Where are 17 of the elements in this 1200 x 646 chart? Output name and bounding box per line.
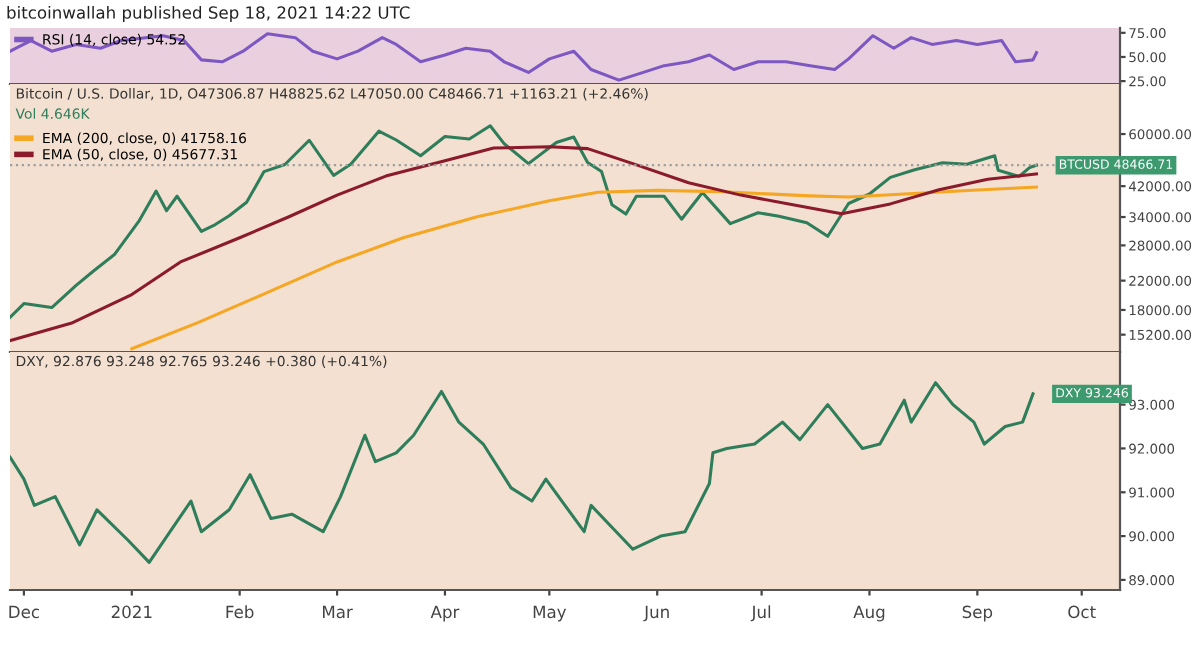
x-tick-label: May <box>533 605 567 622</box>
x-tick-label: Jun <box>643 605 669 622</box>
line-series <box>10 381 1035 564</box>
chart-title: bitcoinwallah published Sep 18, 2021 14:22 UTC <box>7 5 410 23</box>
x-tick-label: Mar <box>323 605 353 619</box>
x-tick-label: Sep <box>962 605 993 622</box>
x-tick-label: Apr <box>430 605 460 622</box>
x-tick-label: Dec <box>9 605 40 619</box>
x-tick-label: Feb <box>226 605 254 619</box>
x-tick-label: Aug <box>853 605 885 622</box>
x-tick-label: Oct <box>1068 605 1096 619</box>
x-tick-label: Jul <box>750 605 771 622</box>
x-tick-label: 2021 <box>111 605 152 619</box>
line-series <box>130 185 1039 351</box>
line-series <box>10 145 1039 343</box>
line-series <box>10 124 1039 319</box>
line-series <box>10 32 1039 82</box>
